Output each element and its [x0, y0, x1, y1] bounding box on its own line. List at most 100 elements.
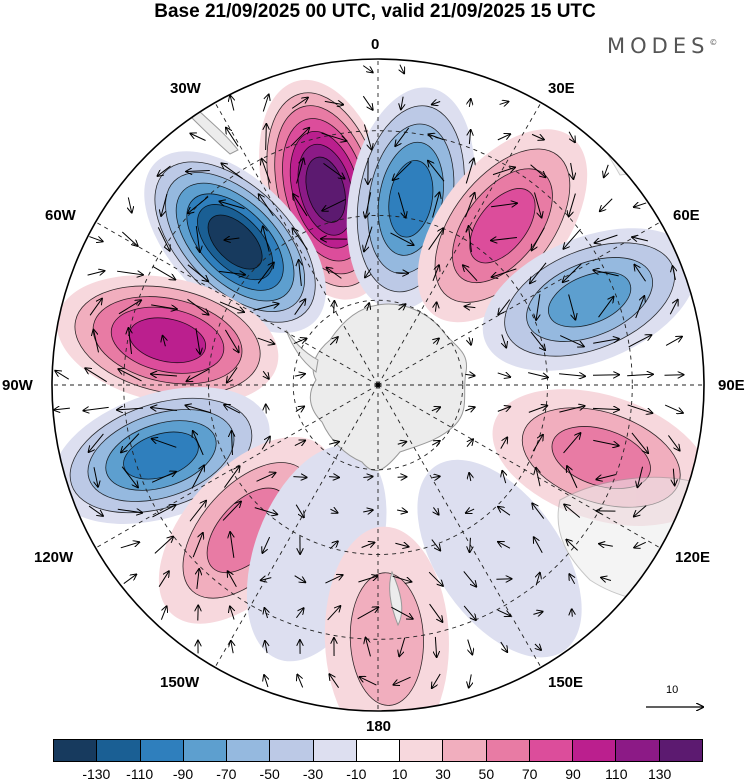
- wind-vector: [227, 367, 238, 382]
- wind-vector: [299, 260, 302, 286]
- colorbar-tick-label: 130: [647, 766, 672, 782]
- colorbar-tick-label: 10: [391, 766, 408, 782]
- colorbar-swatch: [227, 740, 271, 761]
- wind-vector: [196, 226, 199, 252]
- colorbar-swatch: [183, 740, 228, 761]
- wind-vector: [528, 406, 547, 413]
- wind-vector: [592, 375, 619, 376]
- wind-vector: [604, 164, 608, 177]
- meridian-line: [95, 221, 379, 386]
- wind-vector: [390, 232, 413, 245]
- anomaly-contour: [388, 160, 434, 238]
- wind-vector: [664, 375, 684, 376]
- wind-vector: [224, 466, 239, 488]
- wind-vector: [398, 304, 406, 310]
- anomaly-contour: [417, 459, 582, 658]
- wind-vector: [634, 505, 647, 517]
- wind-vector: [498, 507, 511, 516]
- wind-vector: [151, 304, 177, 309]
- wind-vector: [128, 328, 131, 354]
- wind-vector: [463, 605, 476, 620]
- wind-vector: [324, 101, 343, 104]
- lon-label-120w: 120W: [34, 549, 74, 566]
- wind-vector: [187, 264, 208, 281]
- colorbar-tick-label: 90: [565, 766, 581, 782]
- wind-vector: [536, 573, 540, 586]
- wind-vector: [665, 337, 682, 346]
- wind-vector: [637, 466, 644, 488]
- wind-vector: [89, 433, 104, 452]
- wind-vector: [364, 226, 373, 252]
- wind-vector: [152, 439, 177, 448]
- wind-vector: [83, 407, 109, 410]
- wind-vector: [564, 505, 581, 518]
- wind-vector: [631, 432, 648, 453]
- wind-vector: [497, 609, 511, 616]
- wind-vector: [429, 134, 444, 141]
- wind-vector: [327, 268, 342, 279]
- wind-vector: [497, 373, 510, 377]
- wind-vector: [294, 374, 305, 376]
- wind-vector: [263, 370, 269, 379]
- wind-vector: [160, 606, 166, 620]
- wind-vector: [121, 466, 138, 488]
- wind-vector: [120, 542, 139, 549]
- wind-vector: [266, 404, 267, 414]
- wind-vector: [291, 98, 308, 109]
- wind-vector: [499, 102, 509, 105]
- wind-vector: [187, 368, 210, 381]
- colorbar-swatch: [400, 740, 444, 761]
- wind-vector: [532, 435, 543, 452]
- wind-vector: [569, 193, 576, 217]
- wind-vector: [158, 165, 171, 176]
- wind-vector: [530, 164, 546, 177]
- meridian-line: [214, 102, 379, 386]
- colorbar-swatch: [270, 740, 314, 761]
- meridian-line: [377, 221, 661, 386]
- wind-vector: [226, 128, 239, 147]
- wind-vector: [219, 271, 245, 274]
- wind-vector: [530, 331, 545, 350]
- wind-vector: [321, 132, 347, 141]
- wind-vector: [463, 571, 476, 586]
- wind-vector: [117, 408, 144, 410]
- wind-vector: [535, 644, 541, 650]
- wind-vector: [595, 234, 618, 243]
- wind-vector: [230, 532, 234, 558]
- wind-vector: [669, 300, 677, 315]
- wind-vector: [492, 167, 515, 176]
- wind-vector: [190, 133, 206, 141]
- wind-vector: [362, 95, 372, 110]
- wind-vector: [290, 128, 309, 147]
- wind-vector: [469, 130, 470, 145]
- wind-vector: [261, 578, 272, 581]
- wind-vector: [232, 431, 233, 456]
- wind-vector: [599, 544, 613, 546]
- wind-vector: [532, 227, 545, 251]
- meridian-line: [377, 102, 542, 386]
- wind-vector: [358, 576, 377, 583]
- wind-vector: [435, 302, 436, 312]
- south-america-tip: [187, 107, 239, 155]
- wind-vector: [395, 543, 408, 546]
- colorbar-tick-label: -70: [216, 766, 237, 782]
- wind-vector: [464, 193, 474, 218]
- colorbar-tick-label: 70: [521, 766, 538, 782]
- wind-vector: [491, 238, 517, 241]
- wind-vector: [293, 477, 306, 478]
- wind-vector: [500, 437, 507, 449]
- wind-vector: [431, 539, 440, 551]
- wind-vector: [262, 159, 271, 184]
- wind-vector: [634, 541, 646, 547]
- latitude-circle: [123, 130, 633, 640]
- wind-vector: [296, 158, 304, 184]
- wind-vector: [500, 641, 507, 652]
- wind-vector: [431, 407, 440, 410]
- wind-vector: [366, 638, 371, 657]
- wind-vector: [563, 228, 581, 249]
- wind-vector: [228, 571, 237, 587]
- wind-vector: [123, 574, 136, 584]
- wind-vector: [151, 408, 177, 411]
- wind-vector: [292, 228, 308, 250]
- wind-vector: [593, 270, 619, 277]
